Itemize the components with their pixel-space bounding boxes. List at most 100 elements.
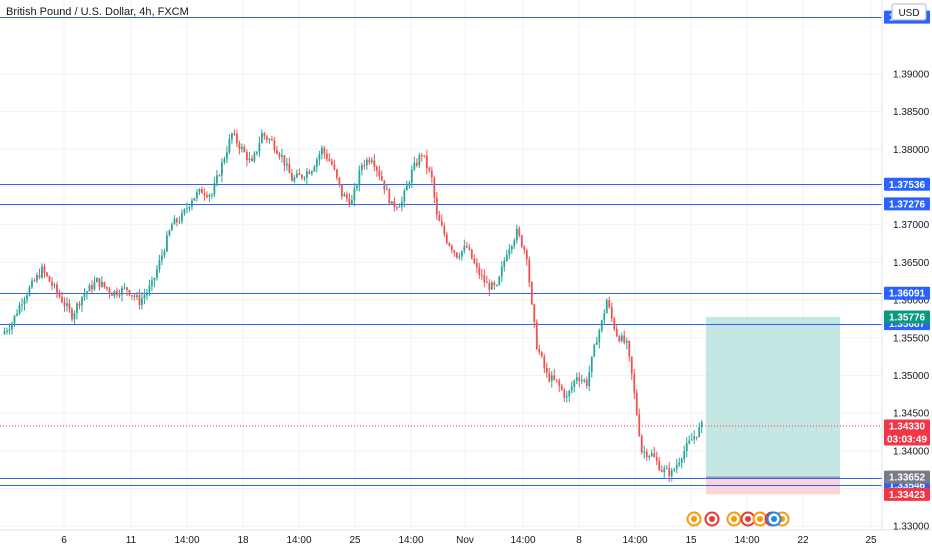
- candle-body: [43, 266, 46, 273]
- candle-body: [81, 296, 83, 306]
- candle-body: [358, 170, 361, 186]
- candle-body: [568, 390, 571, 397]
- candle-body: [178, 221, 181, 223]
- candle-body: [270, 139, 273, 141]
- x-tick-label: 25: [349, 535, 361, 546]
- entry-tag-label: 1.33652: [889, 473, 926, 484]
- candle-body: [13, 315, 16, 324]
- candle-body: [665, 468, 668, 470]
- candle-body: [151, 280, 153, 286]
- x-tick-label: 15: [685, 535, 697, 546]
- current-tag-countdown: 03:03:49: [887, 434, 927, 445]
- candle-body: [68, 303, 71, 310]
- candle-body: [96, 278, 98, 283]
- currency-label: USD: [898, 8, 919, 19]
- x-tick-label: 14:00: [622, 535, 647, 546]
- candle-body: [648, 455, 651, 458]
- y-tick-label: 1.35500: [893, 333, 930, 344]
- candle-body: [38, 274, 41, 278]
- candle-body: [171, 224, 173, 231]
- event-dot: [731, 516, 737, 522]
- candle-body: [635, 392, 638, 415]
- candle-body: [335, 169, 338, 178]
- candle-body: [343, 194, 346, 197]
- candle-body: [133, 295, 136, 297]
- event-flag-icon[interactable]: [752, 511, 768, 527]
- target-tag-bg: [884, 310, 930, 324]
- candle-body: [121, 287, 123, 296]
- candle-body: [73, 313, 76, 320]
- candle-body: [300, 174, 303, 178]
- candle-body: [680, 458, 683, 463]
- candle-body: [48, 276, 51, 282]
- candle-body: [41, 266, 43, 278]
- current-tag-label: 1.34330: [889, 421, 926, 432]
- candle-body: [191, 200, 193, 207]
- price-axis[interactable]: 1.390001.385001.380001.375001.370001.365…: [893, 69, 930, 532]
- candle-body: [615, 328, 618, 337]
- candle-body: [353, 188, 356, 201]
- candle-body: [608, 300, 611, 308]
- candle-body: [186, 208, 188, 210]
- event-flag-icon[interactable]: [686, 511, 702, 527]
- horizontal-levels[interactable]: [0, 17, 882, 486]
- candle-body: [553, 375, 556, 380]
- candle-body: [123, 287, 126, 289]
- candle-body: [505, 254, 508, 261]
- candle-body: [338, 177, 341, 185]
- event-dot: [771, 516, 777, 522]
- candle-body: [226, 152, 228, 159]
- event-flag-icon[interactable]: [704, 511, 720, 527]
- candle-body: [498, 276, 501, 285]
- candle-body: [290, 173, 293, 182]
- candle-body: [563, 389, 566, 398]
- y-tick-label: 1.33000: [893, 522, 930, 533]
- candle-body: [3, 331, 6, 334]
- candle-body: [393, 201, 396, 208]
- candle-body: [678, 462, 681, 465]
- event-flag-icon[interactable]: [766, 511, 782, 527]
- candle-body: [478, 267, 481, 275]
- candle-body: [413, 162, 416, 170]
- target-tag-label: 1.35776: [889, 312, 926, 323]
- candle-body: [53, 284, 56, 286]
- candle-body: [323, 147, 326, 154]
- candle-body: [495, 284, 498, 286]
- candle-body: [408, 182, 411, 186]
- candle-body: [333, 164, 336, 170]
- candle-body: [253, 153, 256, 162]
- chart-title: British Pound / U.S. Dollar, 4h, FXCM: [6, 6, 189, 18]
- candle-body: [405, 185, 408, 191]
- candle-body: [655, 457, 658, 461]
- candle-body: [231, 133, 233, 140]
- candle-body: [256, 151, 258, 154]
- level-tag-label: 1.36091: [889, 289, 926, 300]
- candle-body: [6, 330, 8, 332]
- price-tags: 1.397531.375361.372761.360911.356871.336…: [884, 10, 930, 501]
- candle-body: [483, 275, 486, 283]
- event-dot: [757, 516, 763, 522]
- x-tick-label: 14:00: [286, 535, 311, 546]
- time-axis[interactable]: 6 11 14:00 18 14:00 25 14:00 Nov 14:00 8 14:00 15 14…: [61, 535, 877, 546]
- event-flag-icon[interactable]: [726, 511, 742, 527]
- candle-body: [91, 285, 93, 290]
- long-position-tool[interactable]: [706, 316, 840, 495]
- currency-button[interactable]: USD: [891, 3, 927, 21]
- candle-body: [368, 159, 371, 163]
- candle-body: [156, 269, 158, 278]
- economic-events[interactable]: [686, 511, 790, 527]
- y-tick-label: 1.34000: [893, 446, 930, 457]
- candle-body: [363, 165, 366, 167]
- x-tick-label: Nov: [456, 535, 474, 546]
- candle-body: [198, 189, 201, 193]
- candle-body: [275, 150, 278, 154]
- event-dot: [691, 516, 697, 522]
- y-tick-label: 1.39000: [893, 69, 930, 80]
- candle-body: [380, 176, 383, 181]
- candle-body: [623, 335, 626, 343]
- stop-tag-bg: [884, 487, 930, 501]
- event-dot: [709, 516, 715, 522]
- candle-body: [168, 230, 171, 236]
- candle-body: [273, 140, 276, 151]
